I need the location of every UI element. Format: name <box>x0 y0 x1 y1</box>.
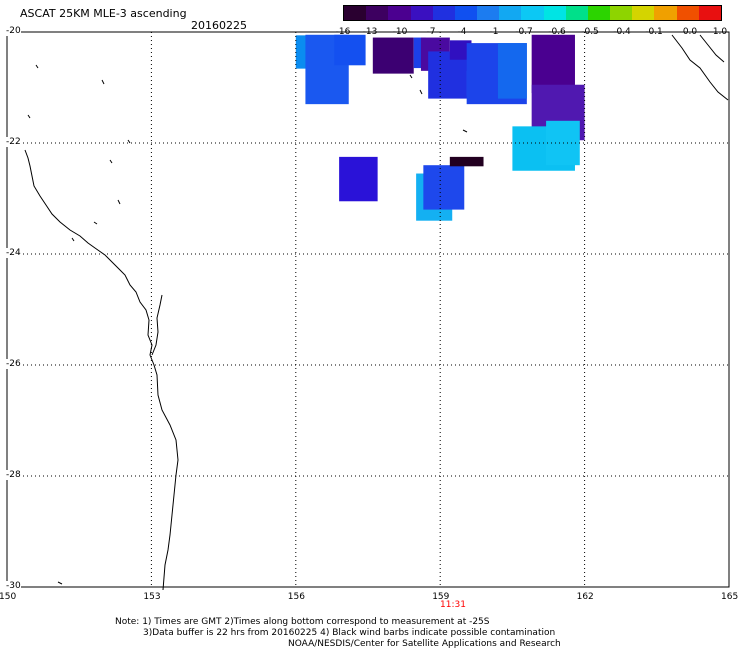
coastline-new-caledonia <box>671 34 729 101</box>
data-cell <box>531 34 575 94</box>
x-axis-label: 150 <box>0 592 17 602</box>
colorbar-swatch <box>610 6 633 20</box>
map-title: ASCAT 25KM MLE-3 ascending <box>20 7 187 20</box>
note-line-2: 3)Data buffer is 22 hrs from 20160225 4)… <box>143 628 556 638</box>
colorbar-swatch <box>432 6 455 20</box>
y-axis-label: -24 <box>6 248 21 258</box>
data-cell <box>449 156 484 167</box>
x-axis-label: 153 <box>143 592 161 602</box>
colorbar-swatch <box>477 6 500 20</box>
coastline-fraser-island <box>151 294 163 356</box>
coastline-new-caledonia-east <box>699 34 725 63</box>
colorbar-swatch <box>632 6 655 20</box>
data-cell <box>339 156 378 202</box>
colorbar-swatch <box>388 6 411 20</box>
data-cell <box>497 43 527 99</box>
x-axis-label: 165 <box>721 592 739 602</box>
colorbar-swatch <box>410 6 433 20</box>
colorbar-swatch <box>344 6 367 20</box>
colorbar-swatch <box>565 6 588 20</box>
colorbar-swatch <box>587 6 611 20</box>
colorbar-swatch <box>676 6 699 20</box>
colorbar-swatch <box>543 6 566 20</box>
x-axis-label: 156 <box>287 592 305 602</box>
data-cell <box>449 40 472 60</box>
colorbar-swatch <box>454 6 478 20</box>
data-cell <box>372 37 414 74</box>
data-cell <box>334 34 366 66</box>
colorbar-swatch <box>366 6 389 20</box>
colorbar-swatch <box>521 6 544 20</box>
coastline-australia <box>24 149 179 591</box>
y-axis-label: -30 <box>6 581 21 591</box>
reef-islets <box>27 64 468 585</box>
note-line-1: Note: 1) Times are GMT 2)Times along bot… <box>115 617 490 627</box>
colorbar <box>343 5 722 21</box>
gridlines <box>7 32 729 587</box>
data-cell <box>423 165 465 210</box>
y-axis-label: -22 <box>6 137 21 147</box>
colorbar-swatch <box>654 6 677 20</box>
colorbar-swatch <box>698 6 721 20</box>
x-axis-label: 162 <box>576 592 594 602</box>
x-axis-label: 159 <box>432 592 450 602</box>
y-axis-label: -26 <box>6 359 21 369</box>
note-line-3: NOAA/NESDIS/Center for Satellite Applica… <box>288 639 561 649</box>
colorbar-swatch <box>499 6 522 20</box>
map-date: 20160225 <box>191 19 247 32</box>
time-label: 11:31 <box>440 600 466 610</box>
y-axis-label: -20 <box>6 26 21 36</box>
plot-frame <box>6 31 730 588</box>
y-axis-label: -28 <box>6 470 21 480</box>
